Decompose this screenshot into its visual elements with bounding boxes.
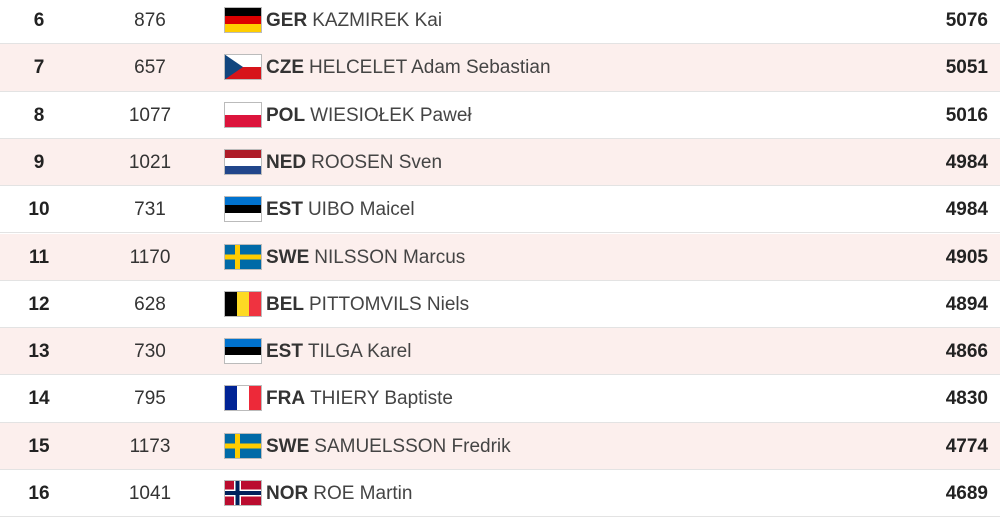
result-row: 7 657 CZE HELCELET Adam Sebastian 5051	[0, 44, 1000, 92]
points: 4894	[945, 293, 988, 315]
flag-icon	[224, 385, 262, 412]
points: 4984	[945, 151, 988, 173]
athlete-name: UIBO Maicel	[307, 199, 415, 221]
result-row: 6 876 GER KAZMIREK Kai 5076	[0, 0, 1000, 45]
rank: 7	[33, 57, 45, 79]
bib-number: 1170	[129, 246, 171, 268]
athlete-name: ROE Martin	[313, 483, 413, 504]
bib-number: 1041	[128, 483, 172, 504]
bib-number: 731	[134, 199, 166, 221]
athlete-name: ROOSEN Sven	[311, 151, 443, 173]
athlete-name: NILSSON Marcus	[314, 246, 466, 268]
points: 4905	[945, 246, 988, 268]
athlete-name: HELCELET Adam Sebastian	[309, 57, 551, 79]
bib-number: 730	[134, 341, 166, 363]
athlete-name: SAMUELSSON Fredrik	[314, 435, 511, 457]
flag-icon	[224, 432, 262, 459]
rank: 16	[28, 483, 50, 504]
country-code: NOR	[266, 483, 309, 504]
result-row: 10 731 EST UIBO Maicel 4984	[0, 186, 1000, 234]
country-code: FRA	[266, 388, 306, 410]
rank: 12	[28, 293, 50, 315]
rank: 14	[28, 388, 50, 410]
result-row: 9 1021 NED ROOSEN Sven 4984	[0, 138, 1000, 187]
country-code: EST	[266, 199, 303, 221]
result-row: 12 628 BEL PITTOMVILS Niels 4894	[0, 281, 1000, 329]
bib-number: 795	[134, 388, 166, 410]
points: 4689	[945, 483, 988, 504]
rank: 6	[33, 10, 45, 31]
flag-icon	[224, 243, 262, 270]
flag-icon	[224, 7, 262, 33]
country-code: POL	[266, 104, 306, 126]
rank: 13	[28, 341, 50, 363]
rank: 8	[33, 104, 45, 126]
flag-icon	[224, 196, 262, 223]
result-row: 16 1041 NOR ROE Martin 4689	[0, 470, 1000, 518]
athlete-name: KAZMIREK Kai	[312, 10, 443, 31]
result-row: 8 1077 POL WIESIOŁEK Paweł 5016	[0, 92, 1000, 139]
bib-number: 657	[134, 57, 166, 79]
country-code: SWE	[266, 435, 310, 457]
flag-icon	[224, 148, 262, 175]
points: 4984	[945, 199, 988, 221]
points: 4830	[945, 388, 988, 410]
result-row: 11 1170 SWE NILSSON Marcus 4905	[0, 233, 1000, 281]
flag-icon	[224, 480, 262, 506]
points: 4866	[945, 341, 988, 363]
country-code: BEL	[266, 293, 304, 315]
flag-icon	[224, 338, 262, 365]
rank: 15	[28, 435, 50, 457]
points: 5076	[945, 10, 988, 31]
bib-number: 1077	[128, 104, 172, 126]
points: 5016	[945, 104, 988, 126]
result-row: 15 1173 SWE SAMUELSSON Fredrik 4774	[0, 422, 1000, 470]
athlete-name: TILGA Karel	[307, 341, 412, 363]
flag-icon	[224, 54, 262, 81]
points: 4774	[945, 435, 988, 457]
rank: 11	[28, 246, 50, 268]
bib-number: 1021	[128, 151, 172, 173]
bib-number: 628	[134, 293, 166, 315]
country-code: NED	[266, 151, 307, 173]
rank: 10	[28, 199, 50, 221]
country-code: SWE	[266, 246, 310, 268]
points: 5051	[945, 57, 988, 79]
athlete-name: PITTOMVILS Niels	[309, 293, 470, 315]
country-code: GER	[266, 10, 308, 31]
bib-number: 876	[134, 10, 166, 31]
flag-icon	[224, 290, 262, 317]
bib-number: 1173	[129, 435, 171, 457]
country-code: EST	[266, 341, 303, 363]
result-row: 13 730 EST TILGA Karel 4866	[0, 328, 1000, 376]
rank: 9	[33, 151, 45, 173]
result-row: 14 795 FRA THIERY Baptiste 4830	[0, 375, 1000, 423]
athlete-name: THIERY Baptiste	[310, 388, 453, 410]
flag-icon	[224, 101, 262, 128]
country-code: CZE	[266, 57, 304, 79]
athlete-name: WIESIOŁEK Paweł	[310, 104, 472, 126]
